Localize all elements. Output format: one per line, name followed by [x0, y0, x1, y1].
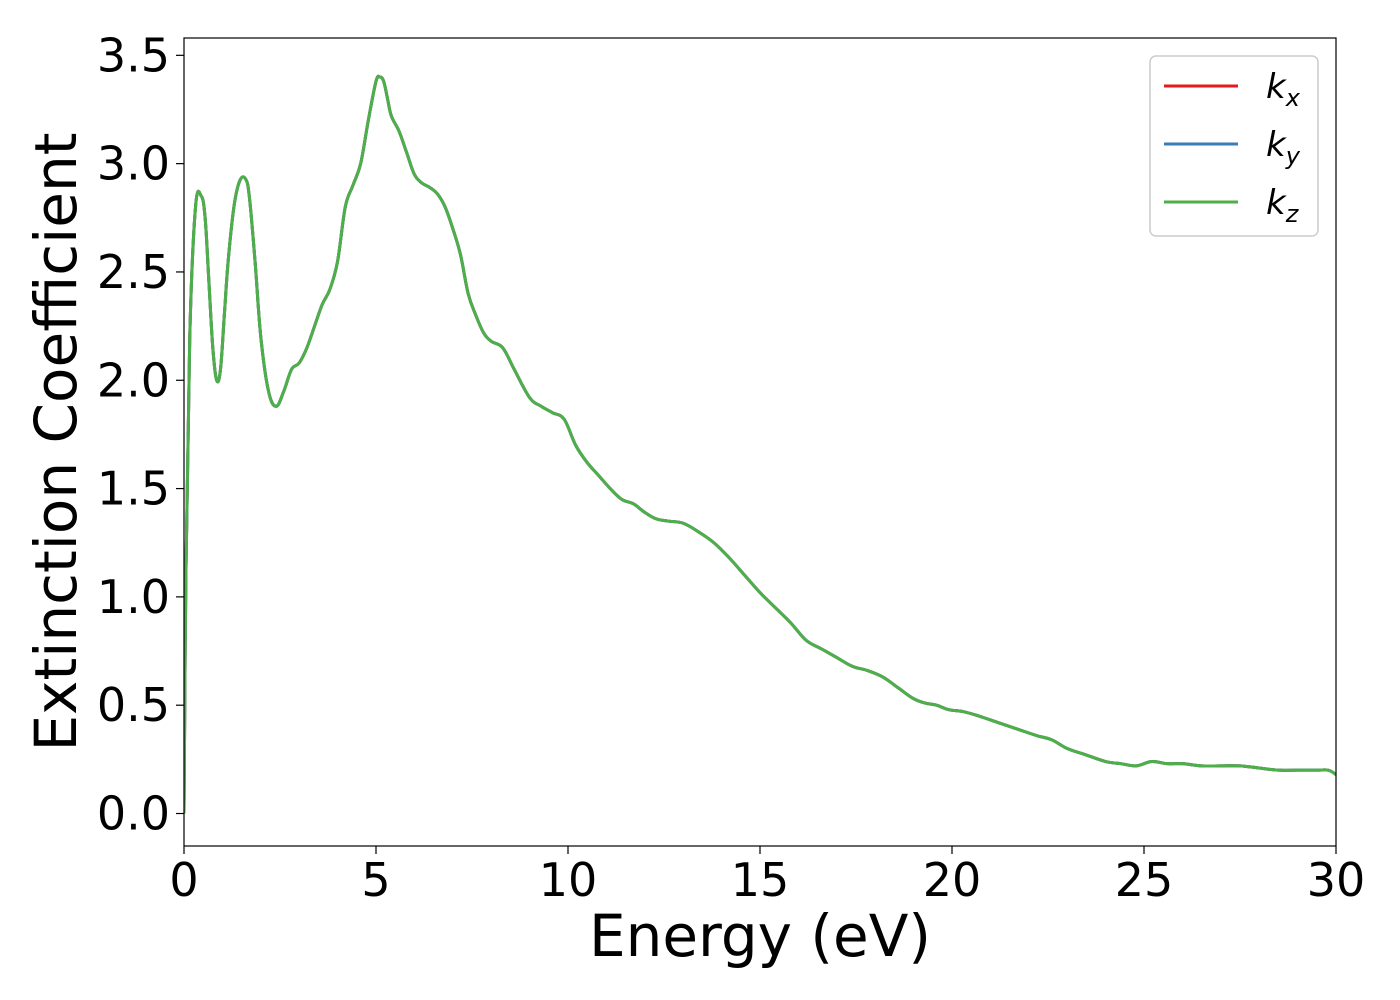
y-axis-title: Extinction Coefficient — [22, 133, 90, 752]
legend: kx ky kz — [1149, 55, 1319, 237]
y-tick-label: 2.0 — [97, 353, 170, 407]
series-layer — [184, 74, 1336, 814]
legend-label-kz: kz — [1266, 183, 1300, 228]
y-tick-label: 3.0 — [97, 137, 170, 191]
x-tick-label: 0 — [169, 853, 198, 907]
x-axis-title: Energy (eV) — [589, 902, 931, 970]
y-tick-label: 2.5 — [97, 245, 170, 299]
legend-items: kx ky kz — [1164, 67, 1301, 228]
y-tick-label: 0.5 — [97, 678, 170, 732]
y-tick-label: 3.5 — [97, 28, 170, 82]
y-tick-label: 1.5 — [97, 462, 170, 516]
y-tick-label: 0.0 — [97, 787, 170, 841]
x-tick-label: 20 — [923, 853, 982, 907]
y-tick-label: 1.0 — [97, 570, 170, 624]
x-tick-label: 25 — [1115, 853, 1174, 907]
x-axis-ticks: 0 5 10 15 20 25 30 — [169, 846, 1365, 907]
legend-label-kx: kx — [1266, 67, 1301, 112]
y-axis-ticks: 0.0 0.5 1.0 1.5 2.0 2.5 3.0 3.5 — [97, 28, 184, 841]
legend-box — [1149, 55, 1319, 237]
x-tick-label: 15 — [731, 853, 790, 907]
x-tick-label: 10 — [539, 853, 598, 907]
x-tick-label: 30 — [1307, 853, 1366, 907]
series-line-kz — [184, 74, 1336, 814]
legend-label-ky: ky — [1266, 125, 1301, 170]
x-tick-label: 5 — [361, 853, 390, 907]
